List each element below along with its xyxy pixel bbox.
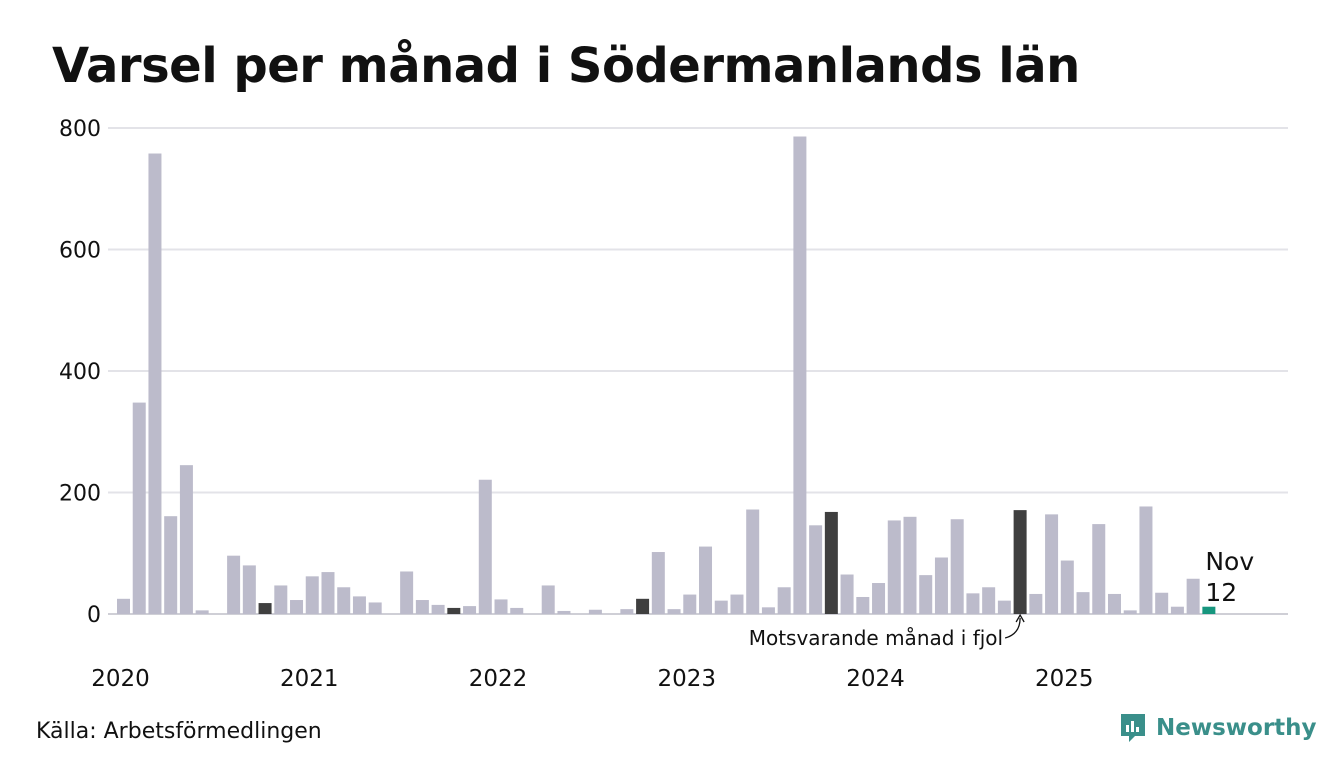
bar (337, 587, 351, 614)
bar-current-month (1202, 606, 1216, 614)
bar (746, 509, 760, 614)
bar (966, 593, 980, 614)
bar (1170, 606, 1184, 614)
bar (227, 555, 241, 614)
brand-logo: Newsworthy (1118, 712, 1317, 744)
bar (1045, 514, 1059, 614)
y-tick-label: 0 (87, 603, 101, 628)
bar (148, 153, 162, 614)
bar (274, 585, 288, 614)
bar-same-month-last-year (447, 607, 461, 614)
bar (1092, 524, 1106, 614)
bar (667, 609, 681, 614)
annotation-arrowhead (1015, 613, 1025, 623)
source-note: Källa: Arbetsförmedlingen (36, 719, 322, 744)
current-value-label: 12 (1205, 578, 1237, 607)
y-tick-label: 200 (59, 482, 101, 507)
bar (290, 600, 304, 614)
bar (699, 546, 713, 614)
annotation-label: Motsvarande månad i fjol (749, 626, 1003, 650)
bar (714, 600, 728, 614)
bar (400, 571, 414, 614)
x-year-label: 2021 (280, 666, 339, 692)
bar (132, 402, 146, 614)
bar (651, 552, 665, 614)
y-tick-label: 400 (59, 360, 101, 385)
bar-same-month-last-year (824, 511, 838, 614)
bar (1060, 560, 1074, 614)
bar (919, 575, 933, 614)
bar (179, 465, 193, 614)
bar-same-month-last-year (1013, 510, 1027, 614)
bar (620, 609, 634, 614)
bar-same-month-last-year (258, 603, 272, 614)
bar (1123, 610, 1137, 614)
bar (368, 602, 382, 614)
bar (588, 609, 602, 614)
newsworthy-logo-icon (1121, 714, 1145, 742)
bar (761, 607, 775, 614)
bar (494, 599, 508, 614)
chart-title: Varsel per månad i Södermanlands län (52, 38, 1080, 94)
bar (1139, 506, 1153, 614)
bar (242, 565, 256, 614)
bar (415, 600, 429, 614)
bar (997, 600, 1011, 614)
bar (541, 585, 555, 614)
bar (903, 516, 917, 614)
bar (1155, 592, 1169, 614)
bar (321, 572, 335, 614)
bar (840, 574, 854, 614)
bar (1076, 592, 1090, 614)
bar (1029, 593, 1043, 614)
bar (431, 604, 445, 614)
bar (117, 598, 130, 614)
bar (510, 607, 524, 614)
bar (730, 594, 744, 614)
bar (809, 525, 823, 614)
bar (352, 596, 366, 614)
x-year-label: 2024 (846, 666, 905, 692)
y-axis-ticks: 0 200 400 600 800 (59, 117, 101, 628)
bar (478, 479, 492, 614)
x-year-label: 2022 (469, 666, 528, 692)
x-year-label: 2020 (91, 666, 150, 692)
bar (793, 136, 807, 614)
bar (950, 519, 964, 614)
bar (934, 557, 948, 614)
y-tick-label: 800 (59, 117, 101, 142)
x-year-label: 2025 (1035, 666, 1094, 692)
bar (195, 610, 209, 614)
bar (463, 606, 477, 614)
x-year-label: 2023 (658, 666, 717, 692)
bar (557, 610, 571, 614)
bar (856, 596, 870, 614)
bar (982, 587, 996, 614)
brand-name: Newsworthy (1156, 715, 1317, 741)
bars (117, 136, 1216, 614)
bar (1107, 593, 1121, 614)
bar (1186, 578, 1200, 614)
current-month-label: Nov (1205, 547, 1254, 576)
y-tick-label: 600 (59, 239, 101, 264)
bar-same-month-last-year (636, 598, 650, 614)
bar (305, 576, 319, 614)
bar (683, 594, 697, 614)
bar (164, 516, 178, 614)
annotation-arrow (1004, 617, 1021, 639)
bar (777, 587, 791, 614)
bar (887, 520, 901, 614)
x-axis-year-labels: 2020 2021 2022 2023 2024 2025 (91, 666, 1093, 692)
bar (872, 583, 886, 614)
grid-lines (108, 127, 1288, 615)
